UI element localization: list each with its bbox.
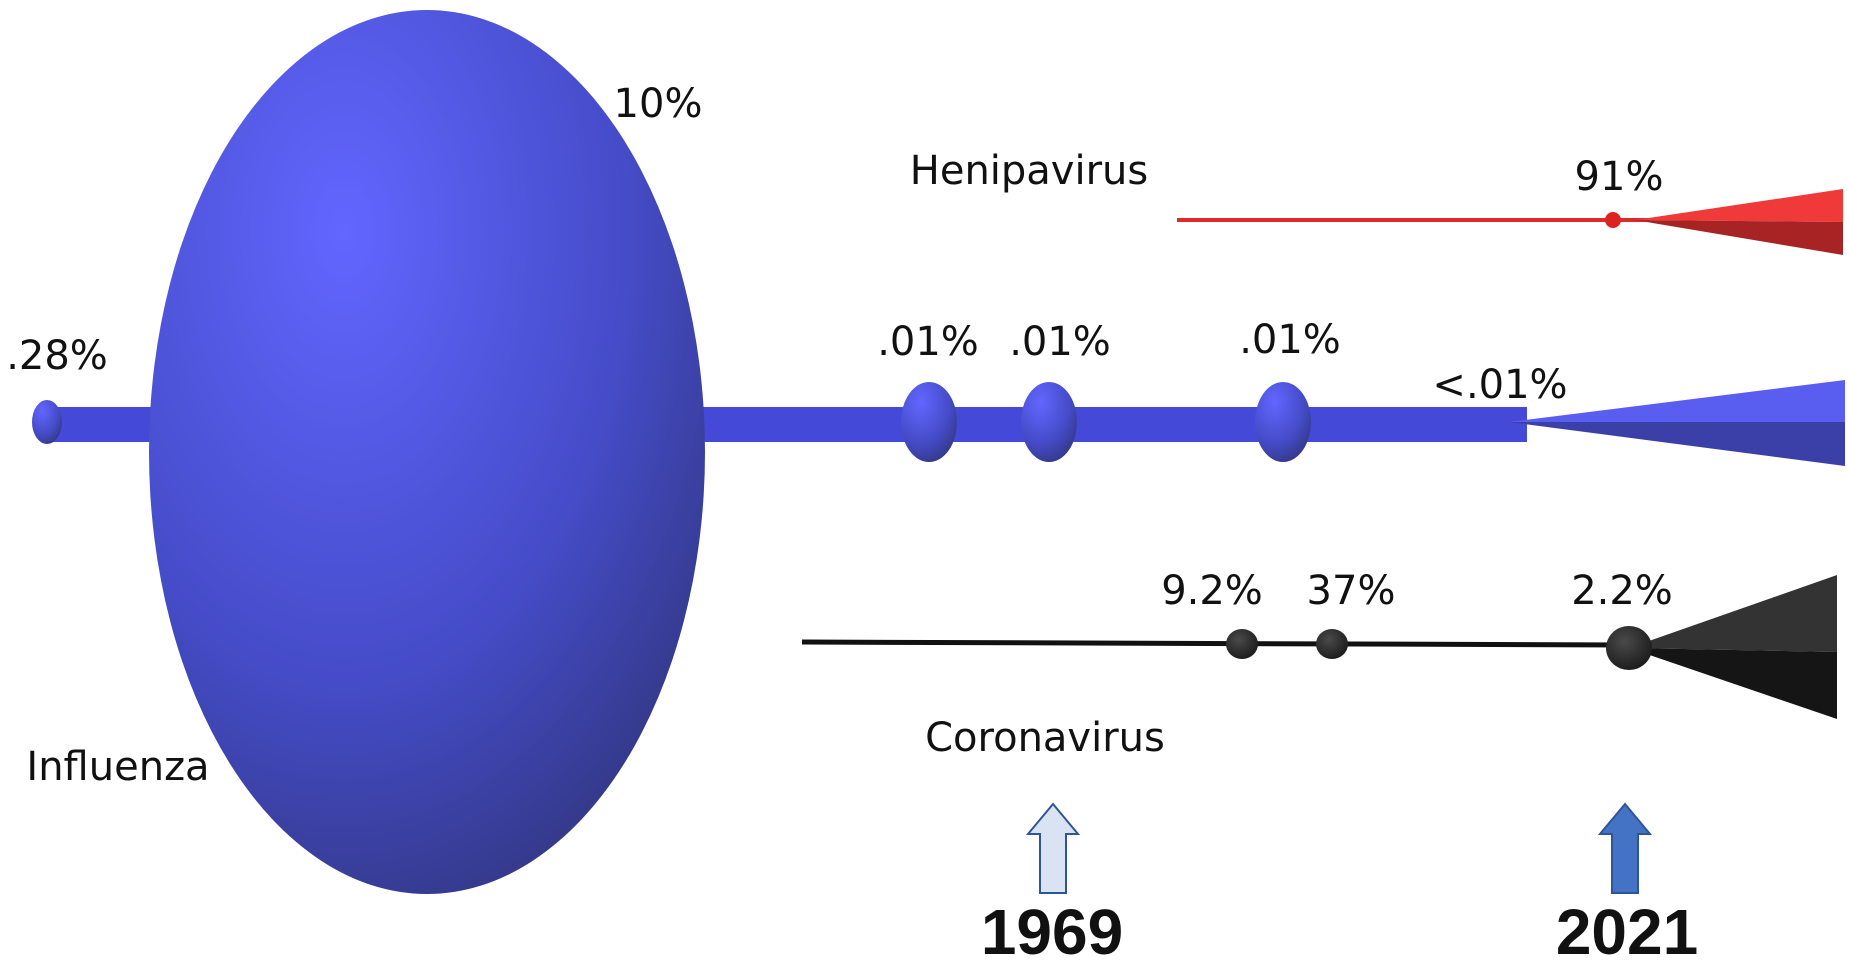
influenza-bubble [1255,382,1311,462]
coronavirus-line [802,642,1627,645]
influenza-bubble [149,10,705,894]
henipavirus-cone [1635,220,1843,255]
rate-label: 10% [614,81,703,127]
coronavirus-bubble [1226,629,1258,659]
rate-label: 2.2% [1571,568,1673,614]
coronavirus-cone [1629,648,1837,719]
rate-label: 91% [1575,154,1664,200]
label: Coronavirus [925,715,1165,761]
henipavirus-cone [1635,189,1843,222]
year-label: 2021 [1556,896,1698,968]
rate-label: .01% [877,319,979,365]
coronavirus-bubble [1316,629,1348,659]
influenza-bubble [901,382,957,462]
label: Henipavirus [910,148,1148,194]
arrow-1969 [1028,804,1078,893]
rate-label: .01% [1239,317,1341,363]
coronavirus-bubble [1606,626,1652,670]
influenza-bubble [1021,382,1077,462]
henipavirus-bubble [1605,212,1621,228]
influenza-bubble [32,400,62,444]
rate-label: .28% [6,333,108,379]
arrow-2021 [1600,804,1650,893]
influenza-cone [1509,422,1845,466]
rate-label: <.01% [1432,362,1567,408]
rate-label: 37% [1307,568,1396,614]
diagram: Influenza .28% 10% .01% .01% .01% <.01% … [0,0,1849,969]
rate-label: .01% [1009,319,1111,365]
rate-label: 9.2% [1161,568,1263,614]
year-label: 1969 [981,896,1123,968]
label: Influenza [26,744,209,790]
